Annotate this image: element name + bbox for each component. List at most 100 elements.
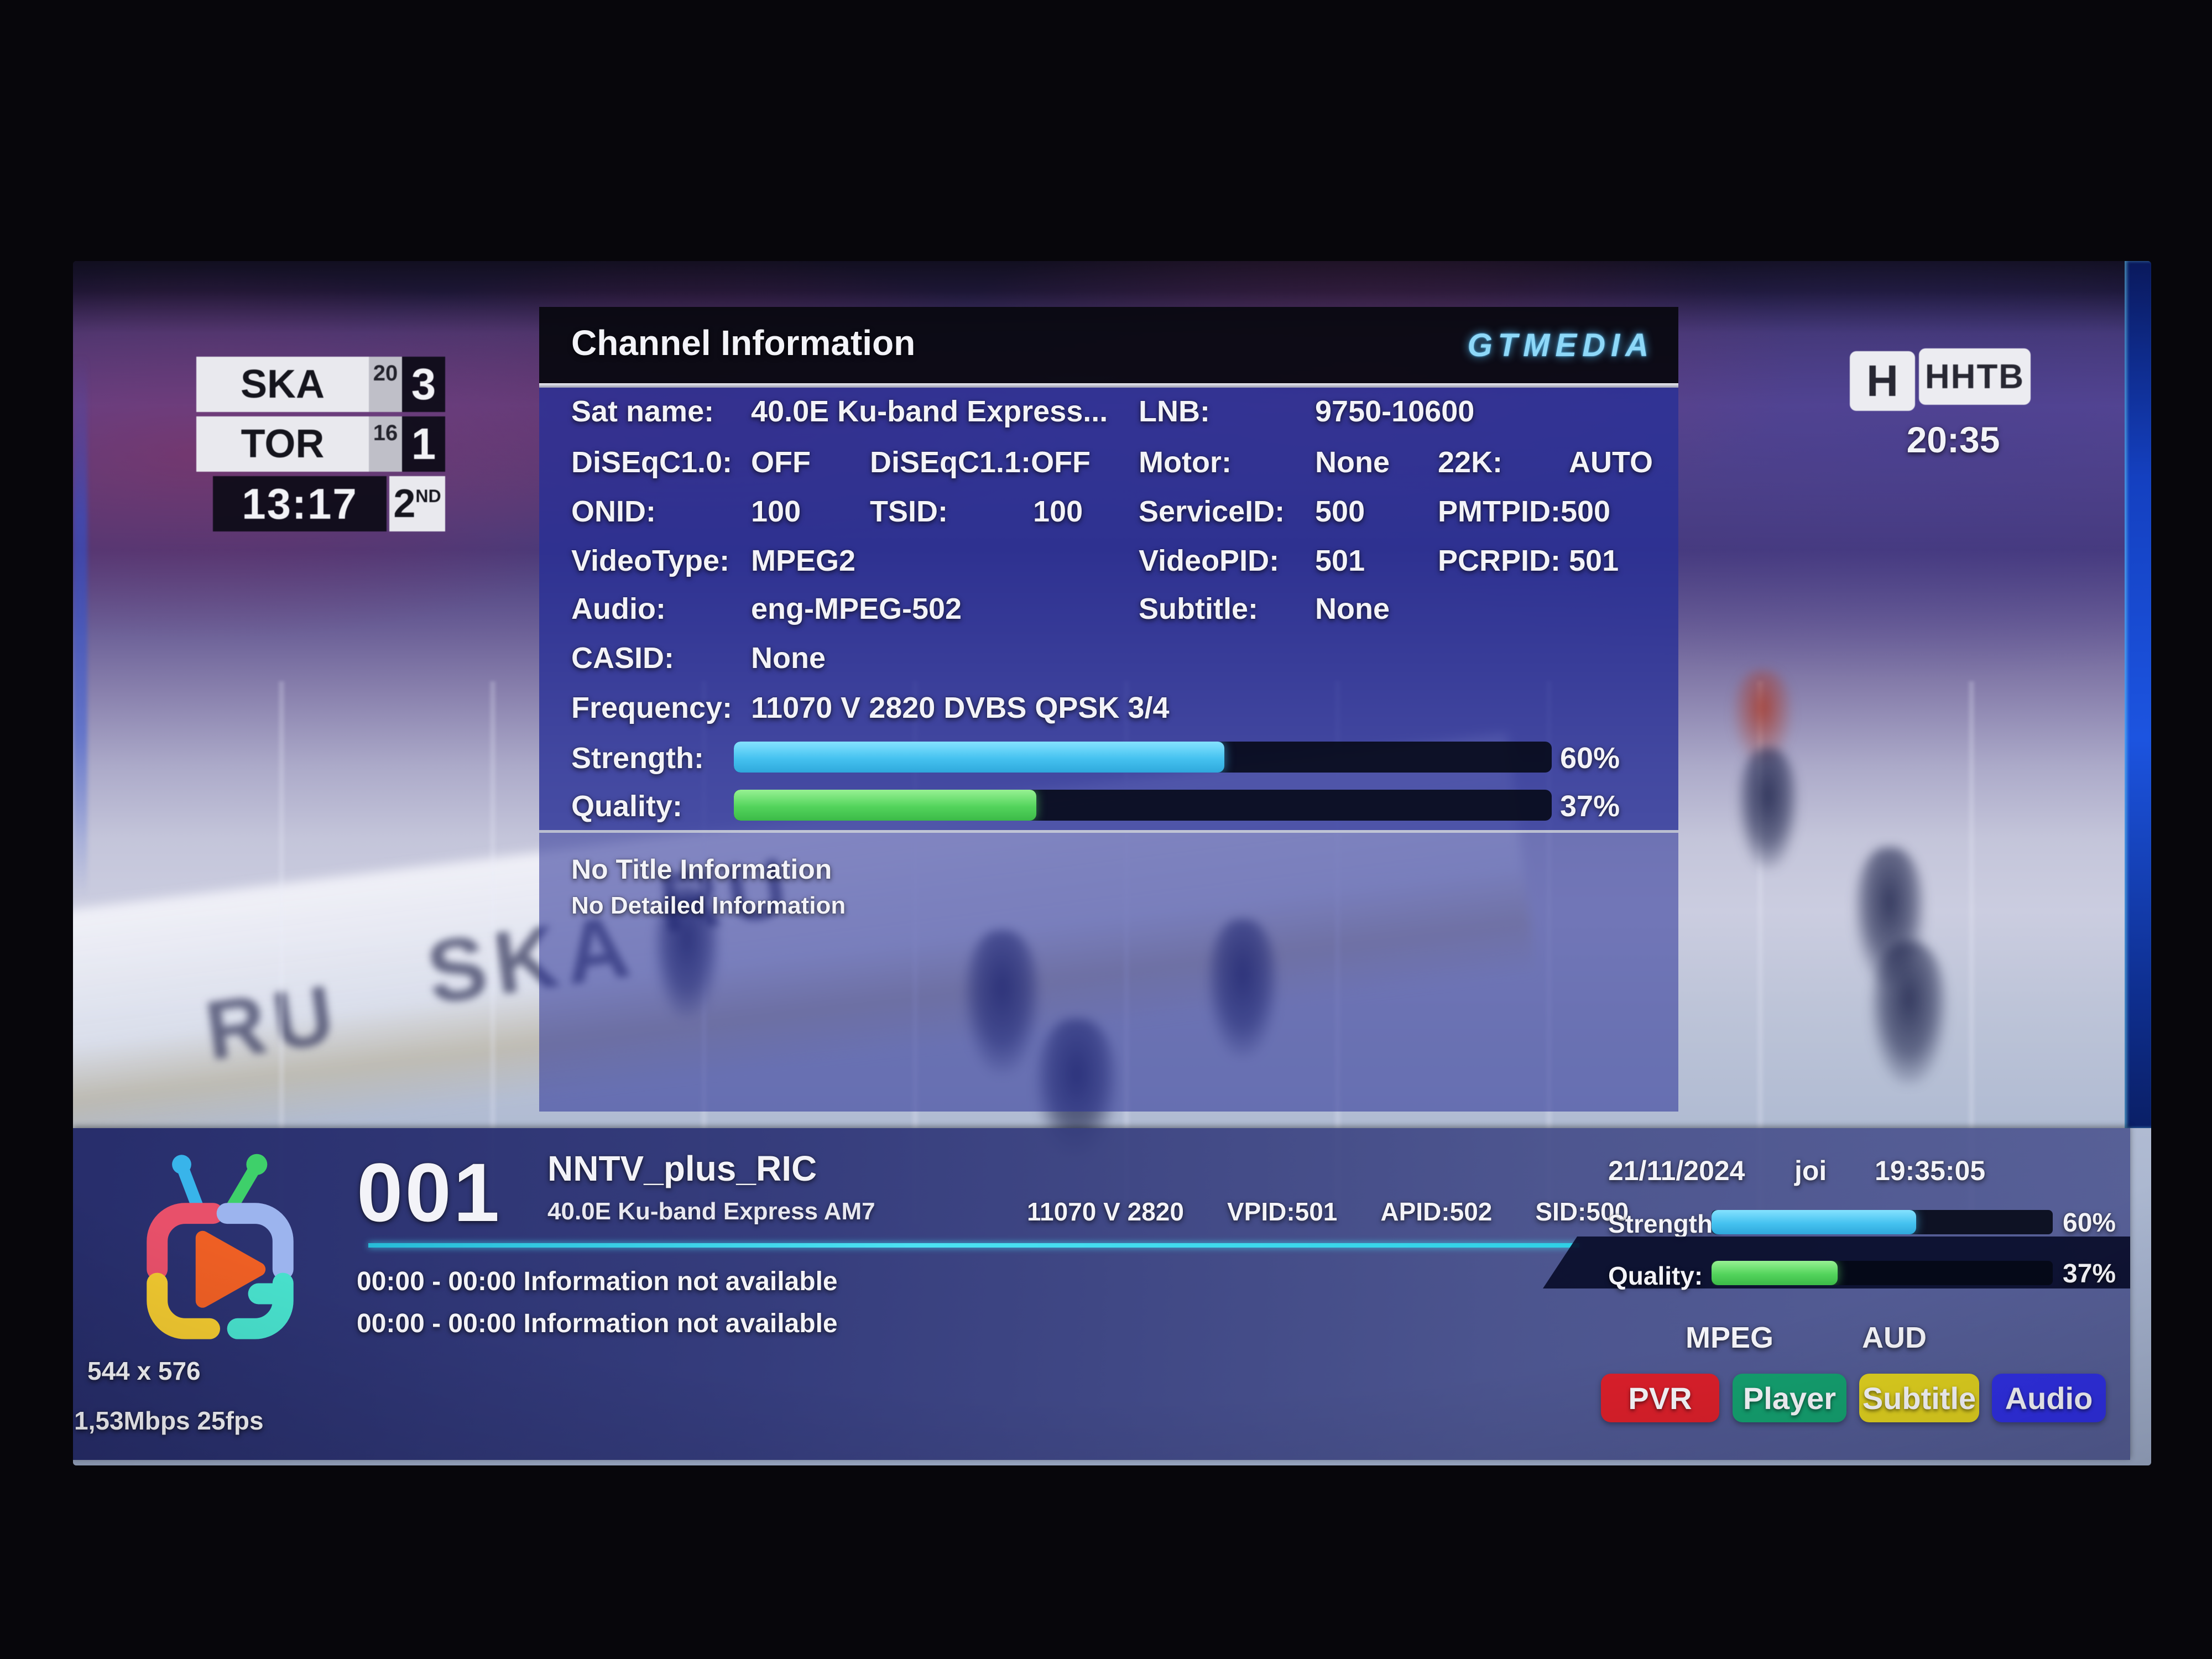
- sat-name-label: Sat name:: [571, 395, 714, 428]
- bar-strength-percent: 60%: [2063, 1208, 2116, 1238]
- player-silhouette: [1870, 941, 1948, 1085]
- video-edge-blue-stripe: [2125, 261, 2151, 1128]
- vpid: VPID:501: [1227, 1197, 1338, 1226]
- panel-title: Channel Information: [571, 323, 916, 363]
- broadcaster-logo-name: ННТВ: [1919, 348, 2031, 405]
- gtmedia-logo: GTMEDIA: [1467, 327, 1654, 363]
- scoreboard-team2-score: 1: [402, 416, 445, 472]
- diseqc10-label: DiSEqC1.0:: [571, 446, 733, 479]
- lnb-value: 9750-10600: [1315, 395, 1475, 428]
- serviceid-label: ServiceID:: [1139, 495, 1285, 528]
- serviceid-value: 500: [1315, 495, 1365, 528]
- channel-number: 001: [357, 1146, 502, 1239]
- no-detail-text: No Detailed Information: [571, 892, 846, 919]
- casid-value: None: [751, 641, 826, 675]
- lnb-label: LNB:: [1139, 395, 1210, 428]
- video-resolution: 544 x 576: [87, 1357, 201, 1385]
- period-suffix: ND: [415, 486, 441, 506]
- audio-label: Audio:: [571, 592, 666, 625]
- transponder-row: 11070 V 2820 VPID:501 APID:502 SID:500: [1027, 1197, 1672, 1227]
- onid-value: 100: [751, 495, 801, 528]
- frequency-label: Frequency:: [571, 691, 733, 724]
- channel-name: NNTV_plus_RIC: [547, 1149, 817, 1188]
- sat-name-value: 40.0E Ku-band Express...: [751, 395, 1108, 428]
- scoreboard-team1-score: 3: [402, 357, 445, 412]
- tv-screen: RU SKA RU SKA 20 3 TOR 16 1 13:17 2ND Н …: [73, 261, 2151, 1465]
- channel-information-panel: Channel Information GTMEDIA Sat name: 40…: [539, 307, 1678, 1112]
- subtitle-button[interactable]: Subtitle: [1859, 1374, 1979, 1422]
- epg-now: 00:00 - 00:00 Information not available: [357, 1267, 838, 1296]
- audio-value: eng-MPEG-502: [751, 592, 962, 625]
- current-date: 21/11/2024: [1608, 1155, 1745, 1186]
- strength-bar-fill: [734, 742, 1225, 773]
- bar-quality-fill: [1712, 1261, 1838, 1285]
- broadcaster-logo-icon: Н: [1850, 351, 1915, 411]
- scoreboard-game-clock: 13:17: [213, 476, 387, 531]
- quality-bar-fill: [734, 790, 1037, 821]
- videotype-label: VideoType:: [571, 544, 730, 577]
- current-day: joi: [1794, 1155, 1827, 1186]
- player-button[interactable]: Player: [1733, 1374, 1846, 1422]
- scoreboard-period: 2 ND: [389, 476, 445, 531]
- period-number: 2: [393, 482, 416, 526]
- channel-info-bar: 001 NNTV_plus_RIC 40.0E Ku-band Express …: [73, 1128, 2130, 1460]
- motor-label: Motor:: [1139, 446, 1232, 479]
- bar-quality-bar: [1712, 1261, 2053, 1285]
- bar-quality-label: Quality:: [1608, 1261, 1703, 1290]
- scoreboard-team2-shots: 16: [369, 416, 402, 472]
- panel-epg-area: [539, 833, 1678, 1112]
- panel-header: [539, 307, 1678, 383]
- 22k-label: 22K:: [1438, 446, 1503, 479]
- scoreboard-team2-name: TOR: [196, 416, 369, 472]
- apid: APID:502: [1380, 1197, 1493, 1226]
- frequency-value: 11070 V 2820 DVBS QPSK 3/4: [751, 691, 1170, 724]
- epg-next: 00:00 - 00:00 Information not available: [357, 1309, 838, 1338]
- audio-codec-label: AUD: [1862, 1321, 1927, 1354]
- diseqc11-value: DiSEqC1.1:OFF: [870, 446, 1091, 479]
- bar-strength-bar: [1712, 1210, 2053, 1234]
- strength-label: Strength:: [571, 742, 704, 775]
- video-codec-label: MPEG: [1686, 1321, 1774, 1354]
- quality-label: Quality:: [571, 790, 683, 823]
- receiver-tv-logo: [147, 1154, 294, 1339]
- onid-label: ONID:: [571, 495, 656, 528]
- pmtpid-value: PMTPID:500: [1438, 495, 1611, 528]
- audio-button[interactable]: Audio: [1992, 1374, 2106, 1422]
- quality-percent: 37%: [1560, 790, 1620, 823]
- videotype-value: MPEG2: [751, 544, 856, 577]
- videopid-label: VideoPID:: [1139, 544, 1280, 577]
- pcrpid-value: 501: [1569, 544, 1619, 577]
- scoreboard: SKA 20 3 TOR 16 1 13:17 2 ND: [196, 357, 445, 542]
- subtitle-value: None: [1315, 592, 1390, 625]
- sid: SID:500: [1535, 1197, 1629, 1226]
- bar-strength-fill: [1712, 1210, 1917, 1234]
- strength-bar: [734, 742, 1552, 773]
- divider-line: [368, 1243, 1579, 1248]
- videopid-value: 501: [1315, 544, 1365, 577]
- quality-bar: [734, 790, 1552, 821]
- transponder-freq: 11070 V 2820: [1027, 1197, 1184, 1226]
- no-title-text: No Title Information: [571, 854, 832, 885]
- satellite-name: 40.0E Ku-band Express AM7: [547, 1198, 875, 1225]
- pcrpid-label: PCRPID:: [1438, 544, 1561, 577]
- tsid-value: 100: [1033, 495, 1083, 528]
- panel-separator: [539, 383, 1678, 388]
- video-edge-left-glow: [73, 355, 87, 897]
- tsid-label: TSID:: [870, 495, 948, 528]
- diseqc10-value: OFF: [751, 446, 811, 479]
- casid-label: CASID:: [571, 641, 674, 675]
- broadcast-time: 20:35: [1906, 419, 2000, 460]
- video-bitrate: 1,53Mbps 25fps: [74, 1406, 264, 1435]
- player-silhouette: [1738, 748, 1798, 869]
- panel-divider: [539, 830, 1678, 833]
- scoreboard-team1-shots: 20: [369, 357, 402, 412]
- strength-percent: 60%: [1560, 742, 1620, 775]
- subtitle-label: Subtitle:: [1139, 592, 1258, 625]
- bar-strength-label: Strength:: [1608, 1209, 1721, 1238]
- motor-value: None: [1315, 446, 1390, 479]
- bar-quality-percent: 37%: [2063, 1259, 2116, 1288]
- pvr-button[interactable]: PVR: [1601, 1374, 1719, 1422]
- scoreboard-team1-name: SKA: [196, 357, 369, 412]
- 22k-value: AUTO: [1569, 446, 1653, 479]
- current-time: 19:35:05: [1875, 1155, 1986, 1186]
